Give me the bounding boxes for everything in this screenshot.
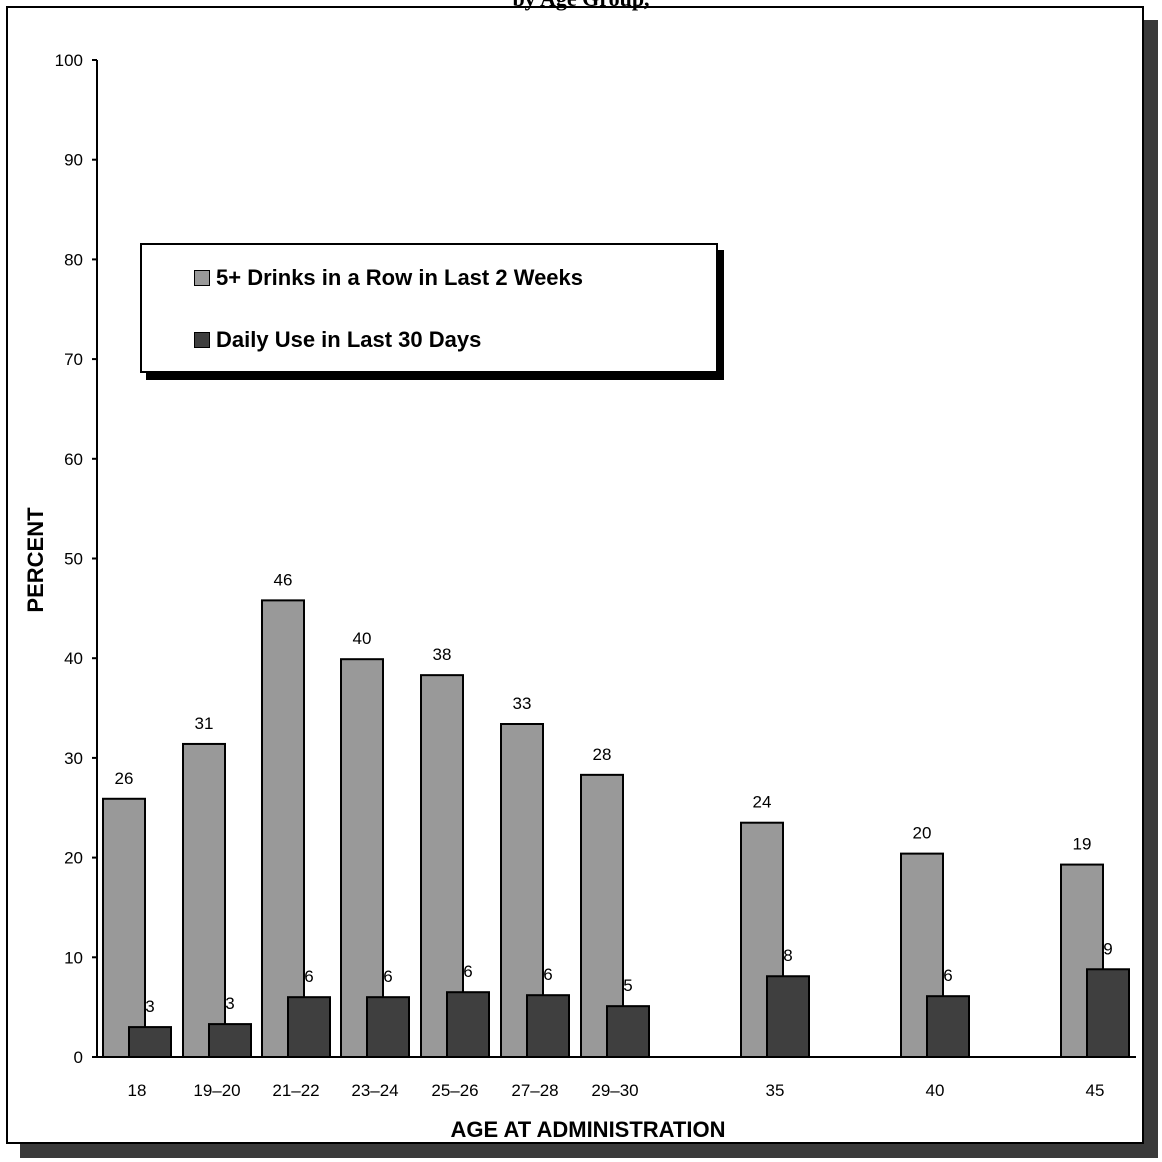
x-tick-label: 29–30	[591, 1081, 638, 1100]
legend-label-daily: Daily Use in Last 30 Days	[216, 327, 482, 352]
y-tick-label: 10	[64, 948, 83, 967]
bar-binge	[261, 599, 305, 1059]
data-label-daily: 5	[623, 976, 632, 995]
bar-daily	[446, 991, 490, 1059]
data-label-daily: 6	[463, 962, 472, 981]
x-tick-label: 40	[926, 1081, 945, 1100]
data-label-daily: 3	[225, 994, 234, 1013]
chart-title-fragment: by Age Group,	[0, 0, 1162, 12]
data-label-binge: 26	[115, 769, 134, 788]
data-label-daily: 6	[543, 965, 552, 984]
x-tick-label: 45	[1086, 1081, 1105, 1100]
legend-item-daily: Daily Use in Last 30 Days	[194, 327, 481, 353]
legend-item-binge: 5+ Drinks in a Row in Last 2 Weeks	[194, 265, 583, 291]
y-tick-label: 30	[64, 749, 83, 768]
y-tick-label: 70	[64, 350, 83, 369]
legend-swatch-daily	[194, 332, 210, 348]
data-label-binge: 28	[593, 745, 612, 764]
bar-daily	[766, 975, 810, 1058]
x-tick-label: 21–22	[272, 1081, 319, 1100]
data-label-daily: 3	[145, 997, 154, 1016]
data-label-binge: 19	[1073, 835, 1092, 854]
y-tick-label: 50	[64, 550, 83, 569]
bar-binge	[102, 797, 146, 1058]
x-tick-label: 25–26	[431, 1081, 478, 1100]
data-label-binge: 40	[353, 629, 372, 648]
x-axis-label: AGE AT ADMINISTRATION	[450, 1117, 726, 1142]
y-tick-label: 80	[64, 250, 83, 269]
data-label-daily: 6	[304, 967, 313, 986]
bar-daily	[926, 995, 970, 1058]
data-label-binge: 33	[513, 694, 532, 713]
data-label-binge: 31	[195, 714, 214, 733]
data-label-daily: 6	[943, 966, 952, 985]
bar-binge	[182, 742, 226, 1059]
legend-label-binge: 5+ Drinks in a Row in Last 2 Weeks	[216, 265, 584, 290]
data-label-daily: 9	[1103, 939, 1112, 958]
bar-binge	[340, 658, 384, 1059]
y-tick-label: 40	[64, 649, 83, 668]
bar-daily	[208, 1023, 252, 1058]
bar-daily	[128, 1026, 172, 1058]
data-label-daily: 8	[783, 946, 792, 965]
legend-swatch-binge	[194, 270, 210, 286]
y-tick-label: 90	[64, 151, 83, 170]
x-tick-label: 27–28	[511, 1081, 558, 1100]
data-label-binge: 24	[753, 793, 772, 812]
axes: 0 10 20 30 40 50 60 70 80 90 100 18 19–20 21–22 23–24 2…	[55, 51, 1136, 1100]
y-axis-label: PERCENT	[23, 507, 48, 613]
legend: 5+ Drinks in a Row in Last 2 Weeks Daily…	[140, 243, 718, 373]
bars	[102, 599, 1130, 1059]
y-tick-label: 20	[64, 849, 83, 868]
bar-daily	[287, 996, 331, 1058]
data-label-binge: 38	[433, 645, 452, 664]
x-tick-label: 18	[128, 1081, 147, 1100]
x-tick-label: 19–20	[193, 1081, 240, 1100]
bar-daily	[366, 996, 410, 1058]
data-label-binge: 46	[274, 570, 293, 589]
bar-daily	[1086, 968, 1130, 1058]
data-label-binge: 20	[913, 824, 932, 843]
x-tick-label: 23–24	[351, 1081, 398, 1100]
y-tick-label: 100	[55, 51, 83, 70]
data-label-daily: 6	[383, 967, 392, 986]
bar-daily	[606, 1005, 650, 1059]
bar-daily	[526, 994, 570, 1058]
x-tick-label: 35	[766, 1081, 785, 1100]
y-tick-label: 0	[74, 1048, 83, 1067]
y-tick-label: 60	[64, 450, 83, 469]
